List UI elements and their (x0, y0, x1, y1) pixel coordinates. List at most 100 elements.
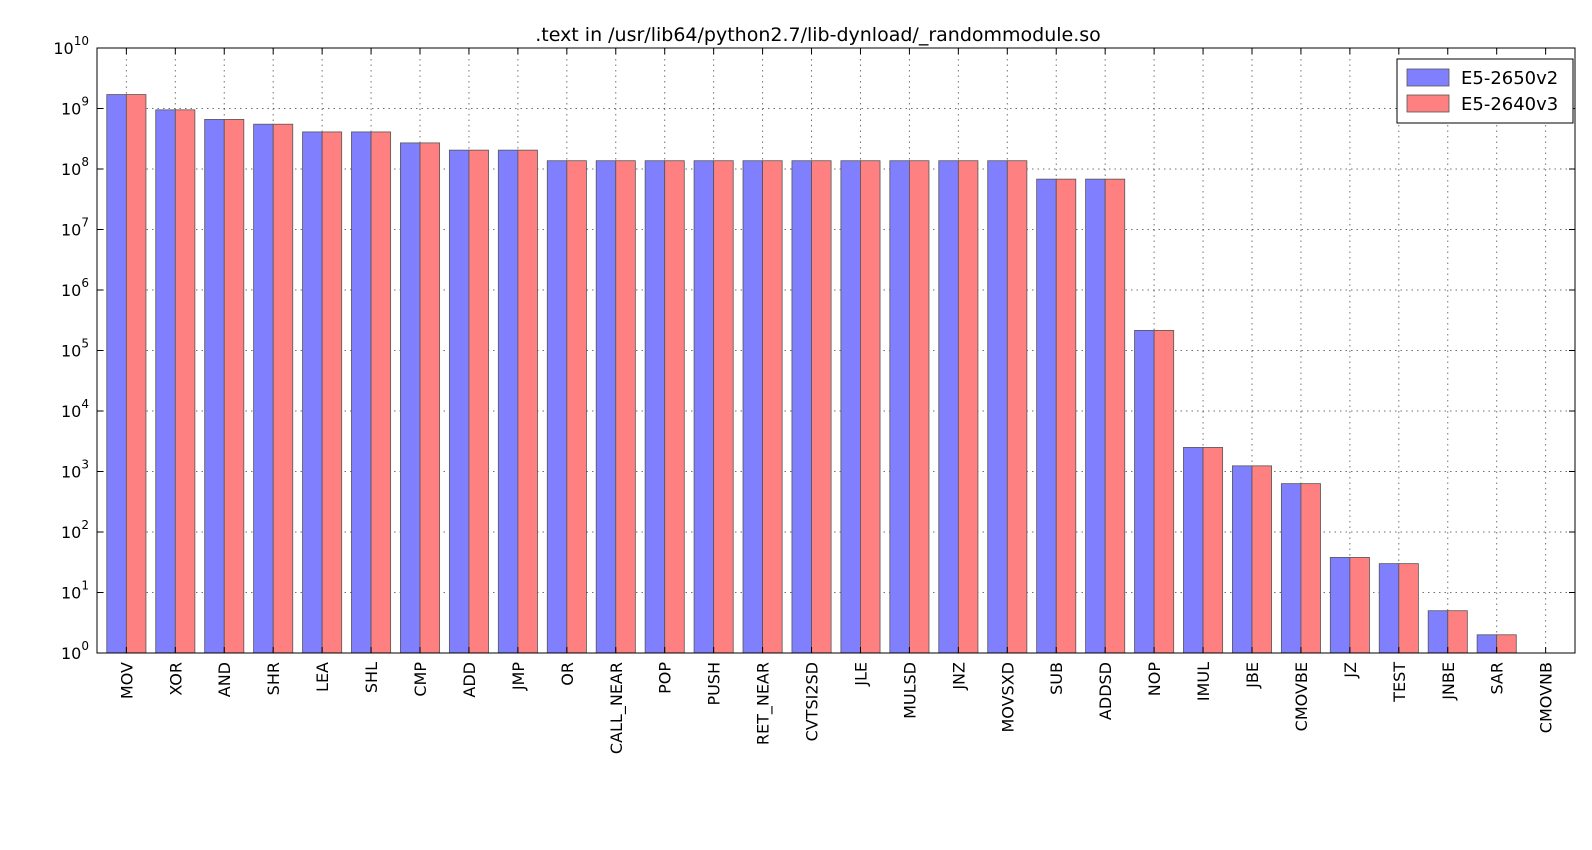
legend-label: E5-2650v2 (1461, 68, 1558, 89)
bar-series-1 (106, 94, 127, 654)
bar-series-2 (1447, 610, 1468, 654)
y-tick-label: 101 (61, 579, 89, 603)
bar-series-1 (497, 149, 519, 654)
y-tick-label: 106 (61, 276, 89, 300)
bar-series-2 (517, 149, 538, 654)
y-tick-label: 1010 (53, 34, 89, 58)
bar-series-1 (1232, 465, 1253, 654)
x-tick-label: MULSD (900, 662, 919, 719)
bar-series-1 (1183, 447, 1204, 654)
bar-series-1 (1280, 483, 1302, 654)
plot-frame (96, 47, 1576, 654)
x-tick-label: SAR (1488, 662, 1507, 695)
bar-series-1 (791, 160, 812, 654)
bar-series-2 (370, 131, 392, 654)
bar-series-2 (1398, 563, 1419, 654)
x-axis-ticks: MOV XOR AND SHR LEA SHL CMP ADD JMP OR CALL_NEAR PO… (117, 48, 1556, 754)
bar-series-1 (693, 160, 715, 654)
x-tick-label: CVTSI2SD (803, 662, 822, 741)
bar-series-2 (1006, 160, 1028, 654)
bar-series-1 (1036, 178, 1057, 654)
x-tick-label: JNZ (949, 662, 968, 691)
bar-series-1 (546, 160, 568, 654)
y-axis-ticks: 100 101 102 103 104 105 106 107 108 109 1010 (53, 34, 1575, 663)
x-tick-label: POP (656, 662, 675, 694)
x-tick-label: JNBE (1439, 662, 1458, 701)
x-tick-label: IMUL (1194, 662, 1213, 701)
bar-series-1 (1427, 610, 1449, 654)
x-tick-label: NOP (1145, 662, 1164, 697)
x-tick-label: JLE (851, 662, 870, 687)
x-tick-label: XOR (166, 662, 185, 696)
x-tick-label: CALL_NEAR (607, 662, 627, 754)
bar-series-2 (1153, 329, 1175, 654)
bar-series-2 (223, 119, 245, 654)
y-tick-label: 103 (61, 458, 89, 482)
bar-series-1 (253, 123, 274, 654)
bar-series-1 (1134, 329, 1155, 654)
x-tick-label: CMOVNB (1537, 662, 1556, 733)
bar-series-1 (1378, 563, 1400, 654)
bar-series-2 (566, 160, 587, 654)
legend: E5-2650v2 E5-2640v3 (1396, 58, 1574, 124)
x-tick-label: CMP (411, 662, 430, 697)
bar-series-2 (811, 160, 832, 654)
x-tick-label: JBE (1243, 662, 1262, 689)
y-tick-label: 109 (61, 95, 89, 119)
y-tick-label: 102 (61, 518, 89, 542)
bar-series-2 (125, 94, 147, 654)
chart-title: .text in /usr/lib64/python2.7/lib-dynloa… (535, 24, 1101, 46)
x-tick-label: MOVSXD (998, 662, 1017, 733)
bar-series-2 (468, 149, 489, 654)
bar-series-2 (1300, 483, 1321, 654)
bar-series-1 (742, 160, 763, 654)
x-tick-label: TEST (1390, 662, 1409, 703)
x-tick-label: SUB (1047, 662, 1066, 695)
bars-group (106, 94, 1517, 654)
bar-series-1 (302, 131, 323, 654)
y-tick-label: 105 (61, 337, 89, 361)
bar-series-2 (1202, 447, 1224, 654)
bar-series-1 (987, 160, 1008, 654)
bar-series-1 (155, 109, 176, 654)
bar-series-2 (713, 160, 734, 654)
y-tick-label: 104 (61, 397, 89, 421)
x-tick-label: JMP (509, 662, 528, 692)
legend-swatch (1406, 68, 1450, 87)
bar-series-1 (1085, 178, 1106, 654)
bar-series-1 (448, 149, 470, 654)
bar-series-2 (957, 160, 979, 654)
x-tick-label: RET_NEAR (754, 662, 774, 745)
bar-series-2 (1251, 465, 1272, 654)
bar-series-2 (615, 160, 636, 654)
bar-series-2 (1496, 634, 1517, 654)
bar-series-2 (909, 160, 930, 654)
bar-series-2 (1349, 557, 1370, 654)
bar-series-1 (1476, 634, 1498, 654)
x-tick-label: PUSH (705, 662, 724, 706)
bar-series-2 (272, 123, 294, 654)
y-tick-label: 100 (61, 639, 89, 663)
y-tick-label: 108 (61, 155, 89, 179)
x-tick-label: JZ (1341, 662, 1360, 679)
legend-swatch (1406, 94, 1450, 113)
bar-series-1 (938, 160, 959, 654)
bar-series-2 (860, 160, 881, 654)
bar-series-1 (204, 119, 225, 654)
x-tick-label: ADD (460, 662, 479, 698)
bar-series-1 (644, 160, 666, 654)
bar-series-2 (1104, 178, 1126, 654)
x-tick-label: SHL (362, 662, 381, 693)
bar-series-2 (419, 142, 440, 654)
bar-series-1 (840, 160, 861, 654)
x-tick-label: AND (215, 662, 234, 697)
bar-series-1 (595, 160, 617, 654)
bar-series-1 (1329, 557, 1351, 654)
x-tick-label: ADDSD (1096, 662, 1115, 720)
x-tick-label: OR (558, 662, 577, 686)
x-tick-label: SHR (264, 662, 283, 695)
bar-series-2 (762, 160, 783, 654)
legend-label: E5-2640v3 (1461, 94, 1558, 115)
bar-series-1 (351, 131, 372, 654)
